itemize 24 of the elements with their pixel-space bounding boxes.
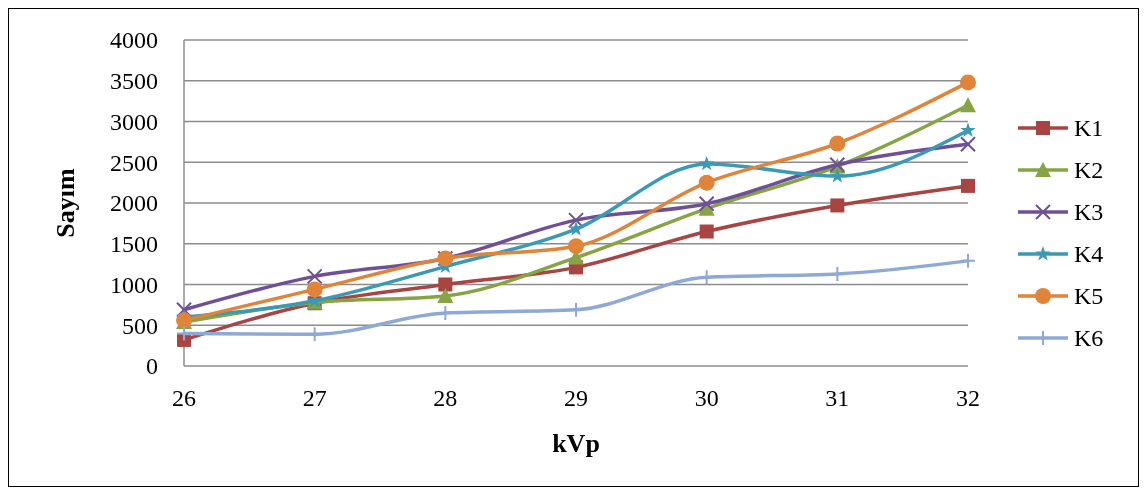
y-tick-label: 2500 (110, 149, 158, 176)
y-tick-label: 3500 (110, 68, 158, 95)
x-tick-label: 31 (825, 385, 850, 411)
y-tick-label: 500 (122, 312, 158, 339)
y-tick-label: 4000 (110, 27, 158, 54)
y-tick-label: 3000 (110, 108, 158, 135)
legend-label: K2 (1074, 157, 1104, 184)
x-tick-label: 26 (172, 385, 196, 411)
y-tick-label: 0 (146, 353, 158, 380)
x-tick-label: 32 (956, 385, 980, 411)
legend-label: K1 (1074, 115, 1104, 142)
x-tick-label: 28 (433, 385, 458, 411)
legend-label: K5 (1074, 283, 1104, 310)
legend-label: K3 (1074, 199, 1104, 226)
y-tick-label: 2000 (110, 190, 158, 217)
legend-label: K6 (1074, 325, 1104, 352)
y-tick-label: 1500 (110, 231, 158, 258)
x-tick-label: 27 (302, 385, 327, 411)
y-tick-label: 1000 (110, 271, 158, 298)
x-tick-label: 29 (564, 385, 588, 411)
y-axis-title: Sayım (51, 167, 80, 238)
legend-label: K4 (1074, 241, 1104, 268)
x-tick-label: 30 (694, 385, 719, 411)
x-axis-title: kVp (552, 429, 600, 458)
